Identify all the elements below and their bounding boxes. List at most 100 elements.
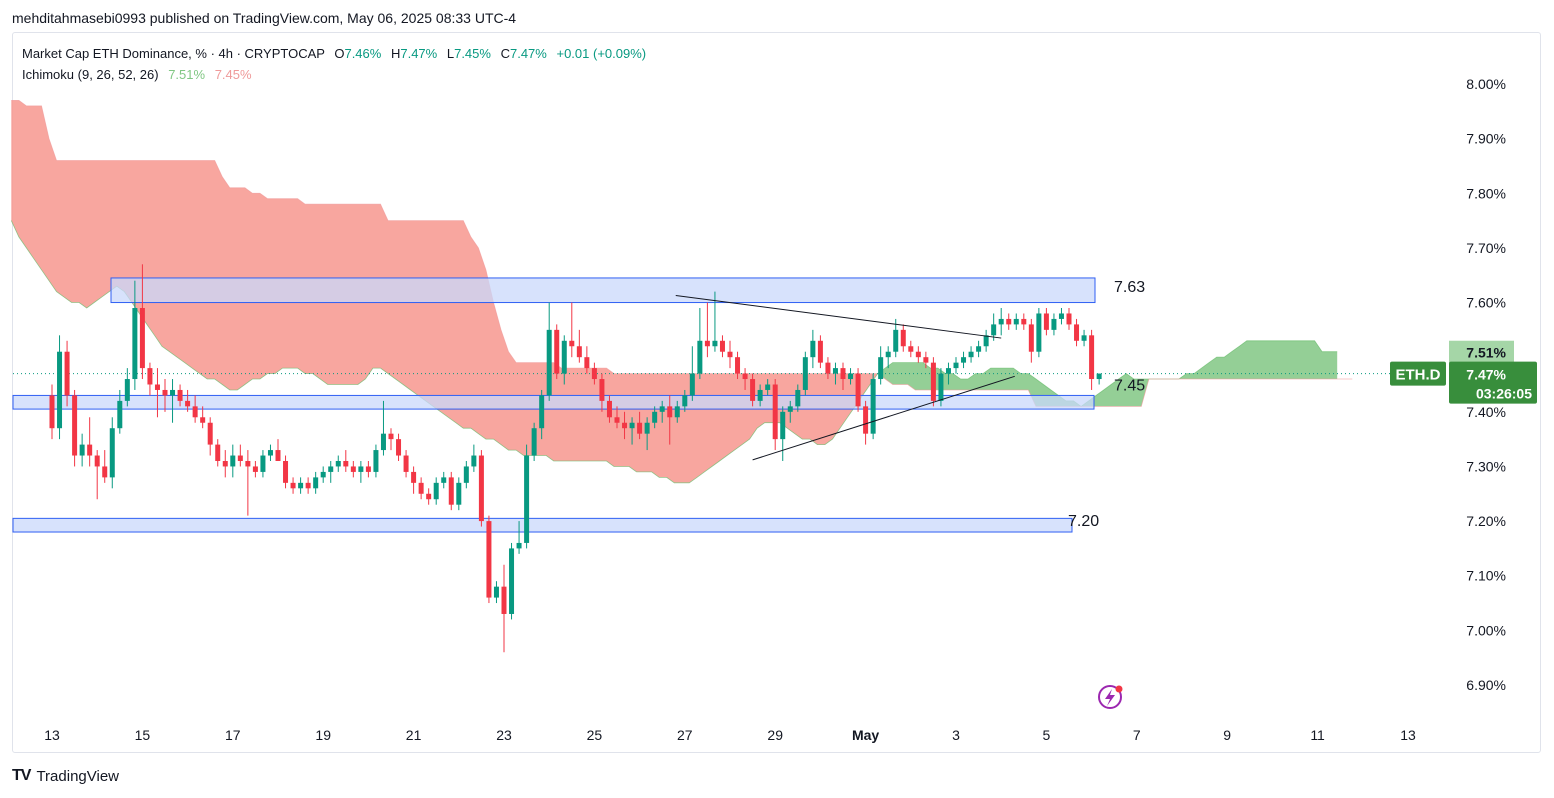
x-tick-label: 21 bbox=[406, 727, 422, 743]
y-tick-label: 7.10% bbox=[1466, 568, 1506, 584]
brand-text: TradingView bbox=[36, 767, 119, 785]
change-value: +0.01 (+0.09%) bbox=[556, 46, 647, 61]
candle-body bbox=[170, 389, 176, 396]
candle-body bbox=[765, 384, 771, 390]
candle-body bbox=[697, 340, 703, 374]
zone-labels: 7.63 7.45 7.20 bbox=[1068, 279, 1145, 530]
candle-body bbox=[727, 351, 733, 358]
candle-body bbox=[810, 340, 816, 358]
candle-body bbox=[350, 466, 356, 472]
candle-body bbox=[94, 455, 100, 467]
candle-body bbox=[456, 482, 462, 505]
candle-body bbox=[622, 422, 628, 429]
candle-body bbox=[712, 340, 718, 347]
chart-frame[interactable] bbox=[12, 32, 1541, 753]
y-tick-label: 7.80% bbox=[1466, 185, 1506, 201]
open-value: 7.46% bbox=[344, 46, 382, 61]
y-tick-label: 6.90% bbox=[1466, 677, 1506, 693]
candle-body bbox=[735, 357, 741, 374]
candle-body bbox=[516, 542, 522, 549]
last-price-tag-text: 7.47% bbox=[1466, 367, 1506, 383]
candle-body bbox=[132, 308, 138, 380]
symbol-text: Market Cap ETH Dominance, % · 4h · CRYPT… bbox=[22, 46, 325, 61]
candle-body bbox=[908, 346, 914, 352]
candle-body bbox=[139, 308, 145, 369]
lightning-icon[interactable] bbox=[1098, 685, 1123, 709]
candle-body bbox=[945, 368, 951, 374]
candle-body bbox=[1074, 324, 1080, 341]
zone-box bbox=[110, 277, 1096, 304]
candle-body bbox=[832, 368, 838, 374]
candle-body bbox=[1058, 313, 1064, 319]
candle-body bbox=[275, 450, 281, 461]
candle-body bbox=[320, 471, 326, 478]
candle-body bbox=[878, 357, 884, 380]
y-tick-label: 7.70% bbox=[1466, 240, 1506, 256]
y-tick-label: 7.40% bbox=[1466, 404, 1506, 420]
candle-body bbox=[49, 395, 55, 429]
candle-body bbox=[1081, 335, 1087, 341]
indicator-span-b-value: 7.45% bbox=[214, 67, 252, 82]
candle-body bbox=[870, 379, 876, 434]
candle-body bbox=[313, 477, 319, 489]
candle-body bbox=[509, 548, 515, 614]
candle-body bbox=[893, 329, 899, 352]
candle-body bbox=[1066, 313, 1072, 325]
candle-body bbox=[938, 373, 944, 401]
candle-body bbox=[531, 428, 537, 456]
candle-body bbox=[87, 444, 93, 456]
candle-body bbox=[501, 586, 507, 614]
candle-body bbox=[215, 444, 221, 461]
candle-body bbox=[117, 400, 123, 429]
candle-body bbox=[298, 482, 304, 489]
candle-body bbox=[426, 493, 432, 500]
candle-body bbox=[207, 422, 213, 445]
y-tick-label: 7.90% bbox=[1466, 131, 1506, 147]
x-tick-label: 11 bbox=[1310, 727, 1325, 743]
candle-body bbox=[524, 455, 530, 543]
candle-body bbox=[358, 466, 364, 472]
candle-body bbox=[237, 455, 243, 461]
candle-body bbox=[154, 384, 160, 390]
indicator-name: Ichimoku (9, 26, 52, 26) bbox=[22, 67, 159, 82]
symbol-tag-text: ETH.D bbox=[1396, 367, 1441, 384]
candle-body bbox=[192, 406, 198, 418]
candle-body bbox=[230, 455, 236, 467]
candle-body bbox=[343, 460, 349, 467]
trendline bbox=[675, 294, 1002, 339]
candle-body bbox=[983, 335, 989, 347]
candle-body bbox=[441, 477, 447, 483]
candle-body bbox=[750, 379, 756, 401]
indicator-legend[interactable]: Ichimoku (9, 26, 52, 26) 7.51% 7.45% bbox=[22, 67, 252, 82]
candle-body bbox=[305, 482, 311, 489]
zone-label: 7.45 bbox=[1114, 378, 1145, 395]
x-tick-label: 27 bbox=[677, 727, 693, 743]
y-tick-label: 7.30% bbox=[1466, 458, 1506, 474]
tradingview-footer[interactable]: TV TradingView bbox=[12, 767, 119, 785]
high-value: 7.47% bbox=[400, 46, 438, 61]
trendline bbox=[752, 375, 1015, 461]
candle-body bbox=[396, 439, 402, 456]
candle-body bbox=[380, 433, 386, 451]
low-label: L bbox=[446, 46, 455, 61]
candle-body bbox=[1089, 335, 1095, 380]
symbol-legend[interactable]: Market Cap ETH Dominance, % · 4h · CRYPT… bbox=[22, 46, 646, 61]
candle-body bbox=[177, 389, 183, 401]
candle-body bbox=[365, 466, 371, 472]
candle-body bbox=[855, 373, 861, 407]
candle-body bbox=[185, 400, 191, 407]
candle-body bbox=[991, 324, 997, 336]
candle-body bbox=[124, 379, 130, 401]
candle-body bbox=[674, 406, 680, 418]
candle-body bbox=[147, 368, 153, 385]
candle-body bbox=[863, 406, 869, 434]
candle-body bbox=[418, 482, 424, 494]
x-tick-label: May bbox=[852, 727, 879, 743]
x-tick-label: 23 bbox=[496, 727, 512, 743]
x-tick-label: 25 bbox=[587, 727, 603, 743]
candle-body bbox=[72, 395, 78, 456]
candle-body bbox=[930, 362, 936, 401]
candle-body bbox=[267, 450, 273, 456]
